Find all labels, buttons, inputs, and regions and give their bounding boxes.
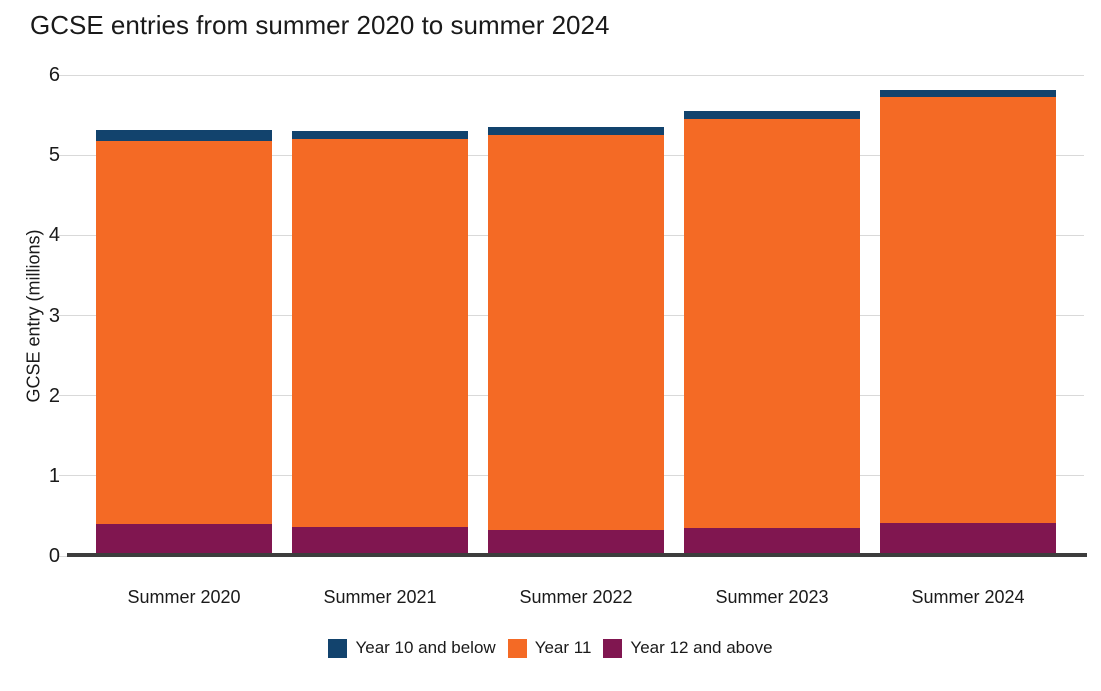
bar-segment-summer-2020-year-12-and-above — [96, 523, 272, 556]
bar-segment-summer-2021-year-10-and-below — [292, 131, 468, 140]
x-axis-label-summer-2020: Summer 2020 — [127, 587, 241, 607]
bar-segment-summer-2022-year-10-and-below — [488, 127, 664, 136]
bar-segment-summer-2023-year-12-and-above — [684, 527, 860, 556]
y-tick-mark-5 — [59, 154, 67, 156]
x-axis-label-summer-2024: Summer 2024 — [911, 587, 1025, 607]
y-tick-mark-4 — [59, 234, 67, 236]
x-axis-baseline — [67, 553, 1087, 557]
y-tick-label-0: 0 — [48, 545, 60, 567]
y-tick-label-4: 4 — [48, 224, 60, 247]
y-tick-mark-1 — [59, 475, 67, 477]
y-tick-label-6: 6 — [48, 64, 60, 86]
legend-swatch-icon — [328, 638, 348, 658]
bar-segment-summer-2021-year-12-and-above — [292, 527, 468, 556]
chart-title: GCSE entries from summer 2020 to summer … — [30, 10, 610, 40]
y-tick-label-3: 3 — [48, 304, 60, 327]
bar-segment-summer-2024-year-12-and-above — [880, 523, 1056, 556]
legend-item-year-10-and-below: Year 10 and below — [328, 638, 496, 658]
x-axis-label-summer-2021: Summer 2021 — [323, 587, 437, 607]
legend-swatch-icon — [603, 638, 623, 658]
y-tick-mark-3 — [59, 315, 67, 316]
legend-label: Year 11 — [534, 638, 592, 657]
bar-segment-summer-2022-year-11 — [488, 135, 664, 531]
y-tick-mark-0 — [59, 555, 67, 557]
x-axis-label-summer-2022: Summer 2022 — [519, 587, 633, 607]
bar-segment-summer-2024-year-11 — [880, 97, 1056, 524]
legend-item-year-12-and-above: Year 12 and above — [603, 638, 773, 658]
bar-segment-summer-2024-year-10-and-below — [880, 90, 1056, 98]
y-tick-mark-6 — [59, 74, 67, 76]
y-tick-label-5: 5 — [48, 144, 60, 167]
bar-segment-summer-2020-year-10-and-below — [96, 130, 272, 141]
y-tick-label-1: 1 — [48, 464, 60, 487]
bar-segment-summer-2023-year-10-and-below — [684, 111, 860, 120]
bar-segment-summer-2021-year-11 — [292, 139, 468, 528]
legend-item-year-11: Year 11 — [507, 638, 592, 658]
legend-swatch-icon — [507, 638, 527, 658]
legend-label: Year 10 and below — [355, 638, 496, 657]
legend-label: Year 12 and above — [630, 638, 773, 657]
legend: Year 10 and below Year 11 Year 12 and abov… — [0, 638, 1101, 658]
bar-segment-summer-2023-year-11 — [684, 119, 860, 528]
gridline-y-6 — [67, 74, 1084, 76]
y-tick-mark-2 — [59, 395, 67, 397]
bar-segment-summer-2020-year-11 — [96, 140, 272, 524]
y-tick-label-2: 2 — [48, 384, 60, 407]
x-axis-label-summer-2023: Summer 2023 — [715, 587, 829, 607]
bar-segment-summer-2022-year-12-and-above — [488, 530, 664, 556]
